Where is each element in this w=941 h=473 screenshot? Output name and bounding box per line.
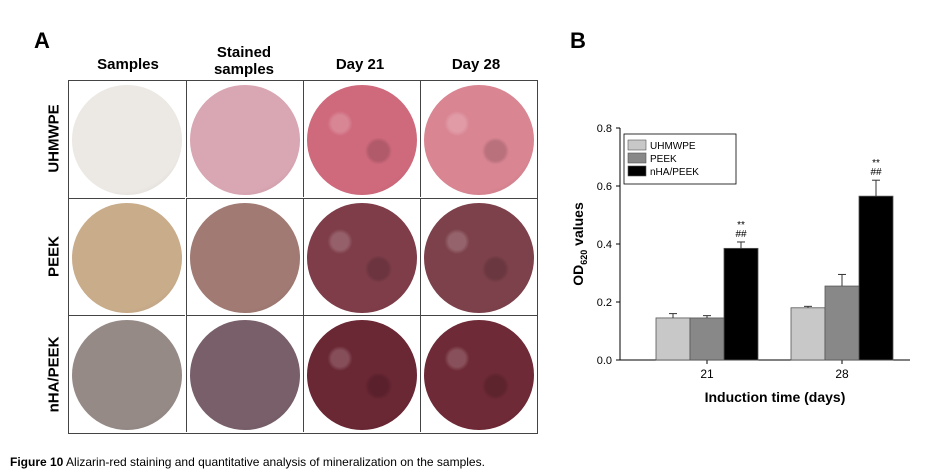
y-tick-label: 0.4 bbox=[597, 239, 612, 251]
column-header: Stained samples bbox=[213, 44, 275, 78]
legend-label: PEEK bbox=[650, 154, 677, 165]
legend-label: UHMWPE bbox=[650, 141, 696, 152]
y-tick-label: 0.0 bbox=[597, 355, 612, 367]
sample-cell bbox=[186, 315, 303, 432]
sample-cell bbox=[303, 198, 420, 315]
figure-label: Figure 10 bbox=[10, 455, 64, 469]
sample-disc bbox=[72, 320, 182, 430]
sample-disc bbox=[424, 320, 534, 430]
bar bbox=[723, 247, 759, 361]
sample-cell bbox=[303, 315, 420, 432]
caption-text: Alizarin-red staining and quantitative a… bbox=[63, 455, 485, 469]
sample-disc bbox=[424, 203, 534, 313]
significance-label: ## bbox=[870, 167, 882, 178]
sample-disc bbox=[190, 85, 300, 195]
sample-cell bbox=[69, 198, 185, 315]
x-axis-title: Induction time (days) bbox=[705, 389, 846, 405]
y-axis-title: OD620 values bbox=[570, 202, 589, 286]
sample-disc bbox=[72, 85, 182, 195]
column-header: Day 28 bbox=[451, 56, 501, 73]
sample-cell bbox=[69, 81, 185, 197]
sample-disc bbox=[307, 85, 417, 195]
sample-cell bbox=[420, 81, 537, 197]
bar bbox=[790, 307, 826, 361]
figure-caption: Figure 10 Alizarin-red staining and quan… bbox=[10, 455, 485, 469]
significance-label: ** bbox=[872, 158, 880, 169]
sample-disc bbox=[72, 203, 182, 313]
significance-label: ** bbox=[737, 220, 745, 231]
x-tick-label: 28 bbox=[835, 367, 849, 381]
x-tick-label: 21 bbox=[700, 367, 714, 381]
panel-a-label: A bbox=[34, 28, 50, 53]
y-tick-label: 0.2 bbox=[597, 297, 612, 309]
y-tick-label: 0.8 bbox=[597, 123, 612, 135]
sample-cell bbox=[186, 198, 303, 315]
sample-cell bbox=[303, 81, 420, 197]
sample-cell bbox=[420, 315, 537, 432]
sample-cell bbox=[186, 81, 303, 197]
legend-label: nHA/PEEK bbox=[650, 167, 699, 178]
bar bbox=[824, 285, 860, 361]
column-header: Day 21 bbox=[335, 56, 385, 73]
sample-disc bbox=[190, 203, 300, 313]
sample-disc bbox=[424, 85, 534, 195]
sample-cell bbox=[420, 198, 537, 315]
y-tick-label: 0.6 bbox=[597, 181, 612, 193]
legend-swatch bbox=[627, 139, 647, 151]
sample-disc bbox=[307, 320, 417, 430]
sample-disc bbox=[307, 203, 417, 313]
bar bbox=[689, 317, 725, 361]
legend-swatch bbox=[627, 165, 647, 177]
bar bbox=[858, 195, 894, 361]
bar bbox=[655, 317, 691, 361]
significance-label: ## bbox=[735, 229, 747, 240]
row-header: UHMWPE bbox=[45, 104, 63, 173]
od-bar-chart: 0.00.20.40.60.821**##28**##Induction tim… bbox=[570, 123, 910, 405]
sample-disc bbox=[190, 320, 300, 430]
column-header: Samples bbox=[97, 56, 159, 73]
panel-b-label: B bbox=[570, 28, 586, 53]
row-header: nHA/PEEK bbox=[45, 336, 63, 413]
sample-cell bbox=[69, 315, 185, 432]
legend-swatch bbox=[627, 152, 647, 164]
row-header: PEEK bbox=[45, 236, 63, 277]
sample-image-grid bbox=[68, 80, 538, 434]
